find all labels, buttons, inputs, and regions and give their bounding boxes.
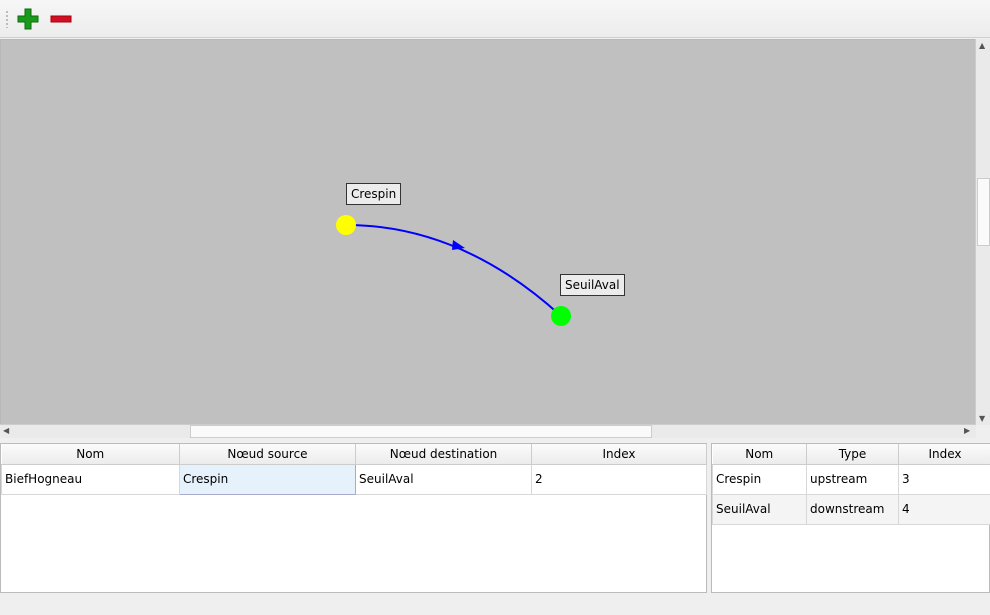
scroll-up-icon[interactable]: ▲ <box>979 41 986 50</box>
node-crespin <box>336 215 356 235</box>
node-label-seuilaval: SeuilAval <box>560 274 625 296</box>
node-label-crespin: Crespin <box>346 183 402 205</box>
column-header-index[interactable]: Index <box>898 444 990 465</box>
cell-type[interactable]: downstream <box>806 493 899 525</box>
graph-canvas[interactable]: Crespin SeuilAval <box>0 39 976 425</box>
cell-index[interactable]: 4 <box>898 493 990 525</box>
edge-arrow-icon <box>452 240 465 250</box>
cell-index[interactable]: 2 <box>531 463 707 495</box>
cell-index[interactable]: 3 <box>898 463 990 495</box>
reaches-table[interactable]: Nom Nœud source Nœud destination Index B… <box>0 443 707 593</box>
column-header-type[interactable]: Type <box>806 444 899 465</box>
column-header-nom[interactable]: Nom <box>1 444 180 465</box>
minus-icon[interactable] <box>50 8 72 30</box>
node-seuilaval <box>551 306 571 326</box>
scroll-down-icon[interactable]: ▼ <box>979 414 986 423</box>
column-header-nom[interactable]: Nom <box>712 444 807 465</box>
nodes-table[interactable]: Nom Type Index Crespin upstream 3 SeuilA… <box>711 443 990 593</box>
cell-destination[interactable]: SeuilAval <box>355 463 532 495</box>
table-row[interactable]: Crespin upstream 3 <box>712 463 990 495</box>
horizontal-scroll-thumb[interactable] <box>190 425 652 438</box>
horizontal-scrollbar[interactable]: ◀ ▶ <box>0 424 976 438</box>
cell-type[interactable]: upstream <box>806 463 899 495</box>
cell-nom[interactable]: Crespin <box>712 463 807 495</box>
plus-icon[interactable] <box>17 8 39 30</box>
vertical-scroll-thumb[interactable] <box>977 178 990 246</box>
vertical-scrollbar[interactable]: ▲ ▼ <box>975 39 990 425</box>
table-row[interactable]: SeuilAval downstream 4 <box>712 493 990 525</box>
edge-biefhogneau <box>345 224 562 317</box>
toolbar <box>0 0 990 38</box>
toolbar-grip[interactable] <box>5 10 9 28</box>
cell-nom[interactable]: BiefHogneau <box>1 463 180 495</box>
cell-source[interactable]: Crespin <box>179 463 356 495</box>
column-header-source[interactable]: Nœud source <box>179 444 356 465</box>
column-header-index[interactable]: Index <box>531 444 707 465</box>
column-header-destination[interactable]: Nœud destination <box>355 444 532 465</box>
cell-nom[interactable]: SeuilAval <box>712 493 807 525</box>
table-row[interactable]: BiefHogneau Crespin SeuilAval 2 <box>1 463 707 495</box>
scroll-left-icon[interactable]: ◀ <box>3 426 10 435</box>
scroll-right-icon[interactable]: ▶ <box>964 426 971 435</box>
